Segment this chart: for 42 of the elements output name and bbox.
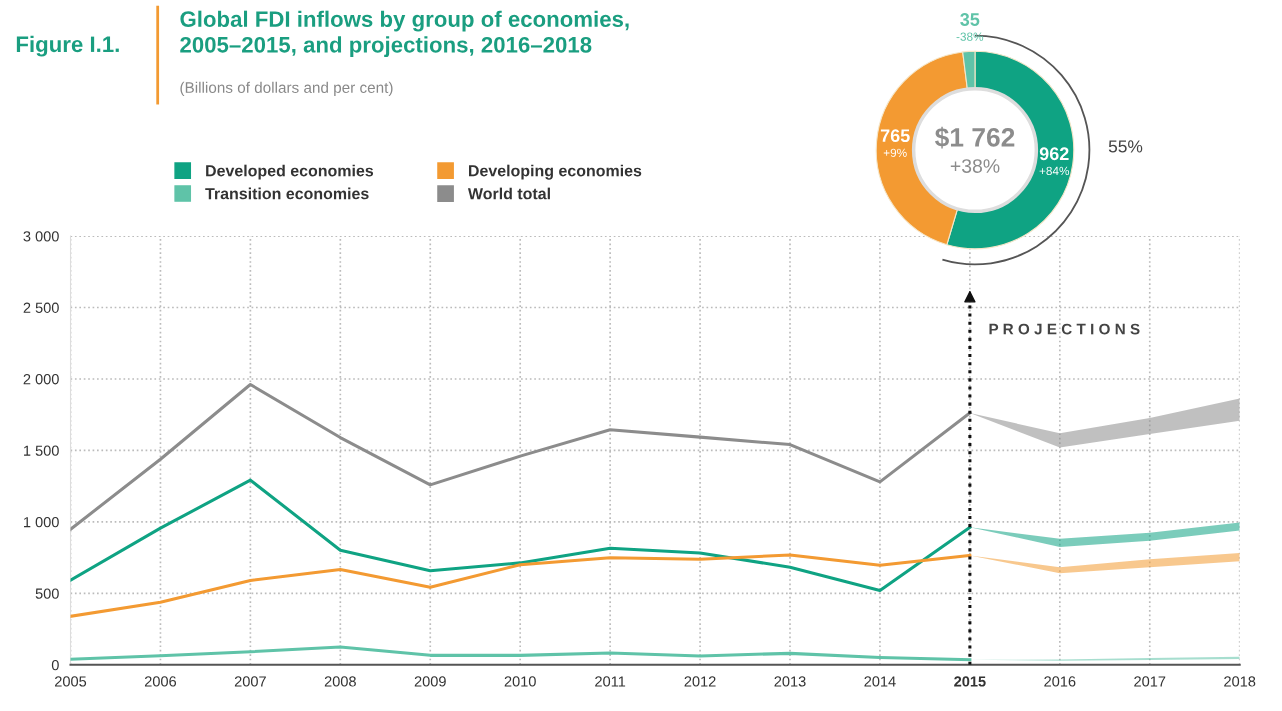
chart-subtitle: (Billions of dollars and per cent)	[180, 81, 393, 97]
text: +9%	[883, 148, 907, 158]
text: Figure I.1.	[16, 35, 119, 57]
text: +38%	[950, 159, 1000, 173]
y-tick-label: 2 500	[23, 302, 59, 313]
x-tick-label: 2010	[504, 676, 536, 687]
text: -38%	[956, 32, 984, 41]
data-label: 35	[960, 13, 980, 26]
x-tick-label: 2007	[234, 676, 266, 687]
x-tick-label: 2006	[144, 676, 177, 687]
x-tick-label: 2015	[954, 676, 986, 687]
line-series	[70, 553, 972, 618]
text: 55%	[1108, 140, 1143, 153]
x-tick-label: 2013	[774, 676, 806, 687]
x-tick-label: 2014	[864, 676, 896, 687]
data-label: 962	[1039, 147, 1069, 161]
legend-label: Transition economies	[205, 187, 369, 200]
legend-label: Developed economies	[206, 164, 374, 180]
x-tick-label: 2012	[684, 676, 716, 687]
data-label: 765	[880, 129, 910, 143]
y-tick-label: 1 000	[24, 516, 59, 528]
x-tick-label: 2005	[55, 676, 87, 687]
chart-title: Global FDI inflows by group of economies, 2005–2015, and projections, 2016–2018	[180, 10, 629, 58]
line-series	[70, 478, 972, 592]
text: +84%	[1039, 166, 1070, 176]
y-tick-label: 1 500	[24, 445, 59, 456]
annotation: P R O J E C T I O N S	[989, 323, 1140, 335]
line-series	[70, 645, 972, 662]
line-series	[70, 383, 972, 531]
y-tick-label: 2 000	[23, 374, 59, 385]
x-tick-label: 2011	[595, 676, 626, 687]
y-tick-label: 3 000	[23, 231, 59, 242]
y-tick-label: 0	[51, 659, 59, 671]
legend-label: World total	[467, 187, 550, 200]
x-tick-label: 2008	[324, 676, 356, 687]
x-tick-label: 2016	[1044, 676, 1076, 687]
x-tick-label: 2009	[414, 676, 446, 687]
y-tick-label: 500	[35, 588, 59, 599]
x-tick-label: 2017	[1134, 676, 1166, 687]
legend-label: Developing economies	[469, 164, 642, 180]
text: $1 762	[934, 126, 1015, 149]
x-tick-label: 2018	[1224, 676, 1256, 687]
